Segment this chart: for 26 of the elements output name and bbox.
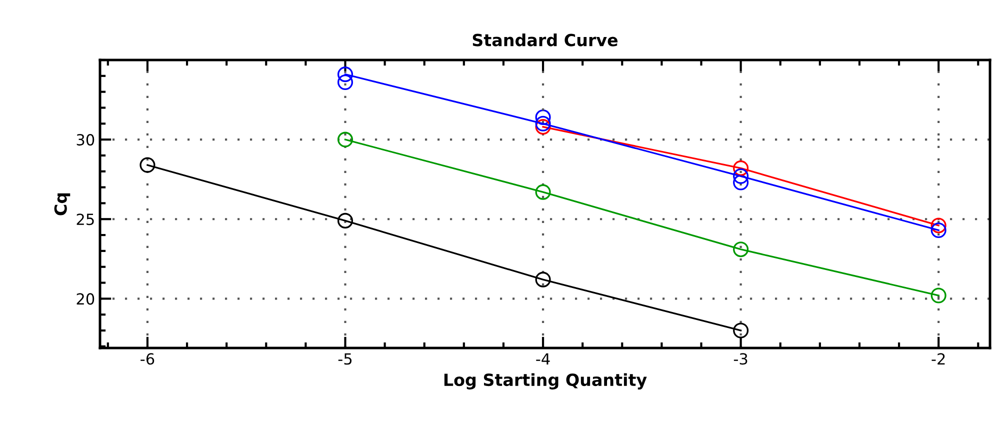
x-tick-label: -5 — [338, 353, 352, 365]
point — [930, 288, 946, 304]
point — [535, 116, 551, 132]
y-tick-label: 25 — [76, 214, 94, 226]
y-tick-label: 30 — [76, 134, 94, 146]
chart-title: Standard Curve — [472, 33, 618, 46]
x-tick-label: -3 — [734, 353, 748, 365]
point — [337, 66, 354, 82]
point — [733, 322, 749, 338]
point — [733, 242, 749, 258]
point — [535, 184, 551, 200]
y-tick-label: 20 — [76, 293, 94, 305]
point — [930, 222, 946, 238]
point — [733, 168, 749, 184]
point — [535, 119, 551, 135]
x-axis-title: Log Starting Quantity — [444, 373, 647, 390]
y-axis-title: Cq — [54, 193, 70, 216]
x-tick-label: -6 — [140, 353, 154, 365]
point — [337, 132, 354, 148]
x-tick-label: -4 — [536, 353, 550, 364]
point — [535, 272, 551, 288]
x-tick-label: -2 — [932, 353, 945, 364]
point — [733, 160, 749, 176]
point — [140, 157, 156, 173]
point — [930, 218, 946, 234]
point — [337, 212, 354, 228]
